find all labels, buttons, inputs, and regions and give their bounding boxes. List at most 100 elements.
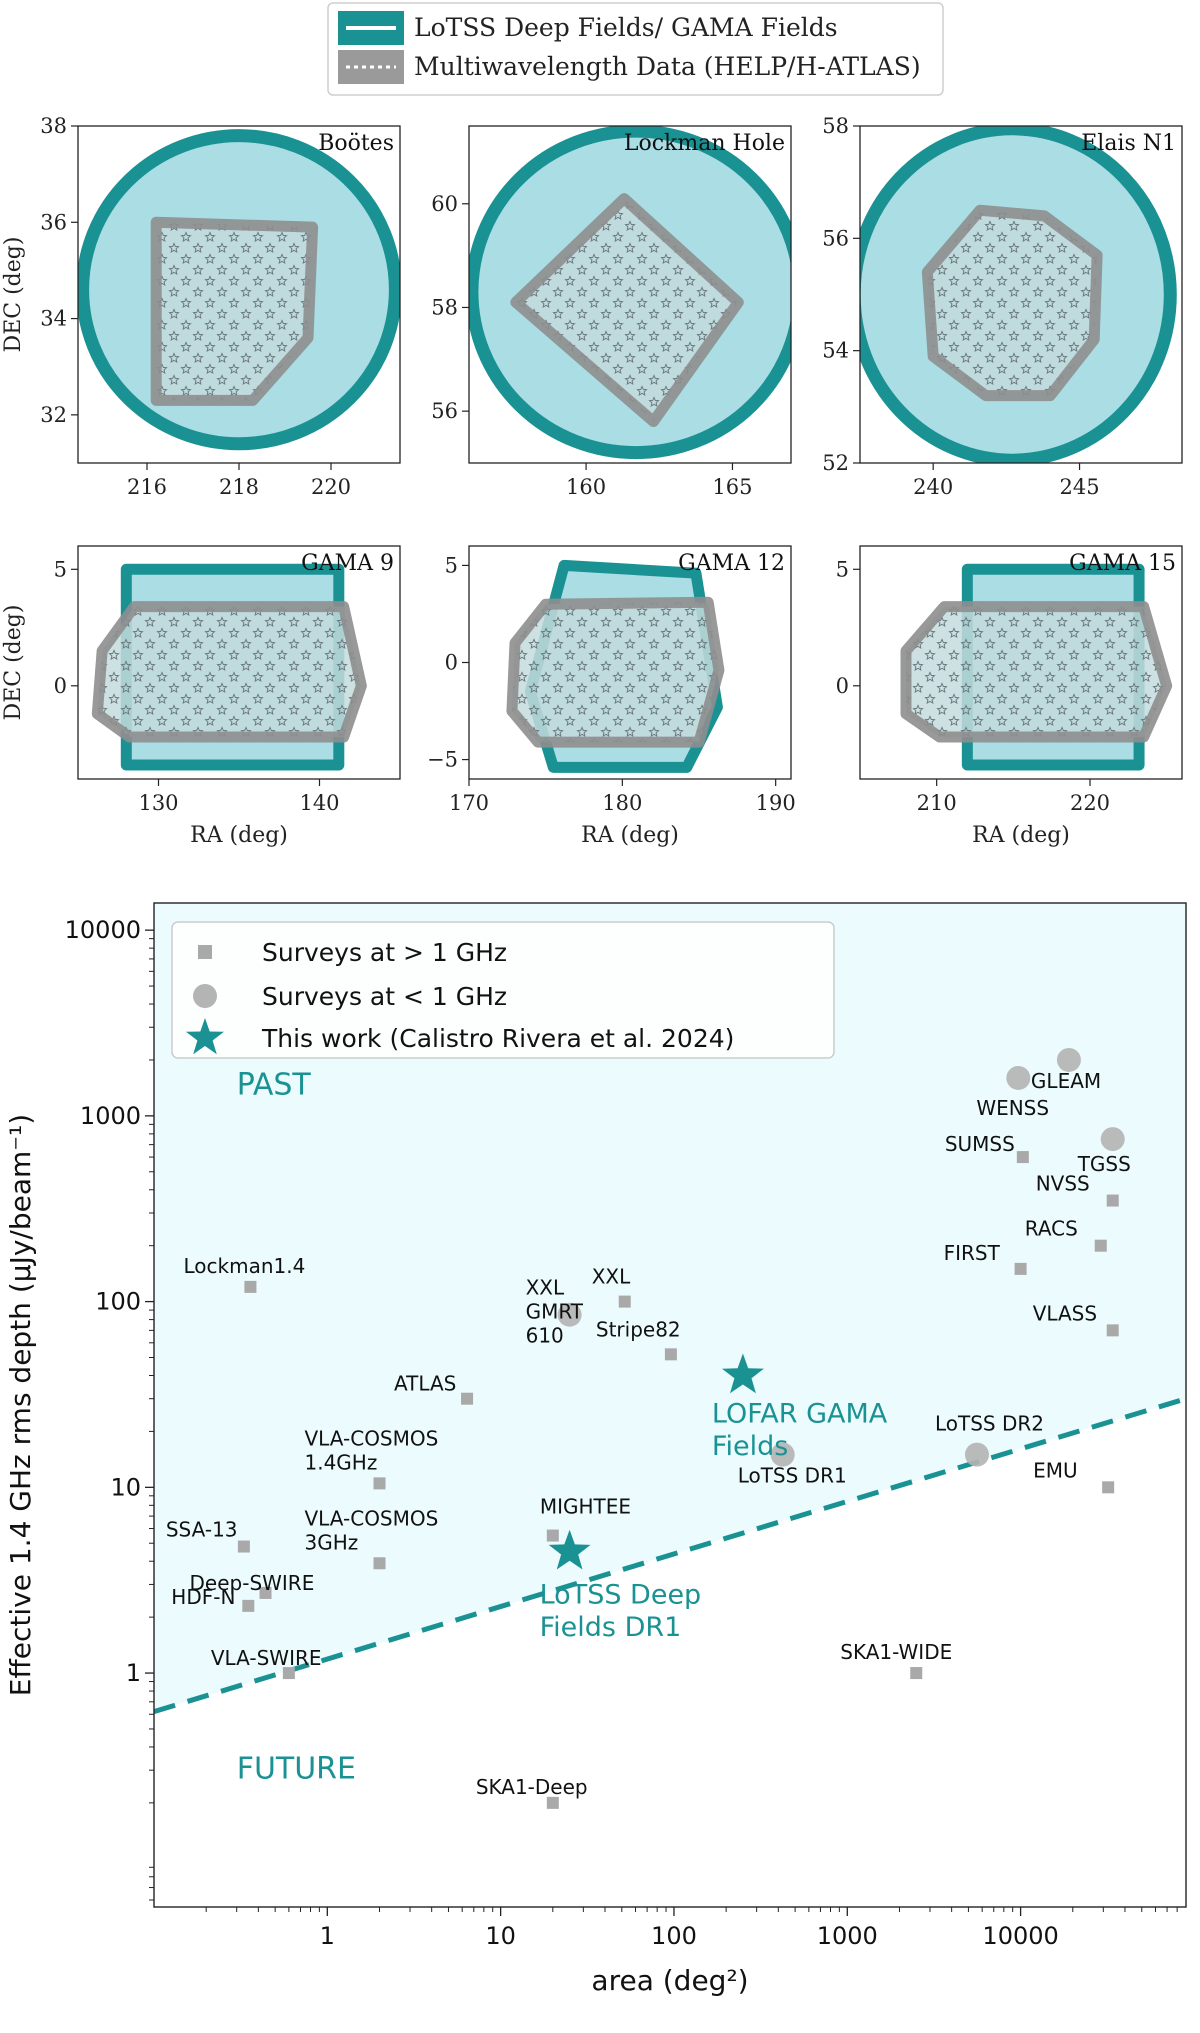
label-lotss-deep-fields-dr1-line: LoTSS Deep	[540, 1580, 702, 1611]
label-ska1-wide: SKA1-WIDE	[840, 1640, 952, 1664]
x-tick-label: 10000	[982, 1922, 1058, 1950]
label-vla-cosmos-1-4ghz: VLA-COSMOS 1.4GHz	[304, 1426, 438, 1474]
label-gleam-line: GLEAM	[1031, 1069, 1101, 1093]
gama-9-panel: GAMA 9 130 140 0 5 RA (deg) DEC (deg)	[1, 545, 401, 848]
label-lotss-dr2: LoTSS DR2	[935, 1412, 1044, 1436]
legend-label-circle: Surveys at < 1 GHz	[262, 982, 507, 1011]
bo-tes-ytick-label: 36	[40, 210, 67, 234]
gama-9-ytick-label: 0	[54, 674, 67, 698]
marker-square-ssa-13	[237, 1540, 250, 1553]
gama-12-xtick-label: 180	[602, 791, 642, 815]
label-stripe82: Stripe82	[596, 1317, 681, 1341]
lockman-hole-xtick-label: 160	[566, 475, 606, 499]
elais-n1-ytick-label: 56	[822, 226, 849, 250]
elais-n1-help-stars	[927, 210, 1098, 396]
label-deep-swire: Deep-SWIRE	[190, 1571, 315, 1595]
marker-square-hdf-n	[242, 1599, 255, 1612]
y-axis-label: Effective 1.4 GHz rms depth (µJy/beam⁻¹)	[4, 1114, 37, 1696]
label-lotss-dr1: LoTSS DR1	[738, 1464, 847, 1488]
marker-square-atlas	[461, 1392, 474, 1405]
lockman-hole-panel: Lockman Hole 160 165 56 58 60	[431, 125, 792, 499]
bo-tes-help-stars	[156, 222, 313, 401]
label-vlass-line: VLASS	[1033, 1301, 1097, 1325]
lockman-hole-frame	[468, 125, 792, 464]
y-tick-label: 100	[95, 1288, 141, 1316]
label-deep-swire-line: Deep-SWIRE	[190, 1571, 315, 1595]
top-legend-frame	[327, 2, 944, 96]
marker-circle-gleam	[1056, 1047, 1081, 1072]
gama-12-help-outline	[506, 596, 725, 748]
label-first-line: FIRST	[944, 1241, 1001, 1265]
marker-square-vla-cosmos-1-4ghz	[373, 1477, 386, 1490]
label-xxl-gmrt-610: XXL GMRT 610	[526, 1276, 584, 1348]
gama-9-help-outline	[91, 601, 367, 743]
label-racs: RACS	[1025, 1217, 1078, 1241]
label-lotss-dr1-line: LoTSS DR1	[738, 1464, 847, 1488]
legend-circle-marker	[193, 984, 217, 1008]
x-tick-label: 10	[485, 1922, 516, 1950]
elais-n1-panel: Elais N1 240 245 52 54 56 58	[822, 114, 1183, 499]
marker-square-ska1-wide	[910, 1667, 923, 1680]
label-ssa-13: SSA-13	[166, 1518, 238, 1542]
label-vla-cosmos-1-4ghz-line: 1.4GHz	[304, 1450, 377, 1474]
gama-12-panel: GAMA 12 170 180 190 −5 0 5 RA (deg)	[427, 545, 796, 848]
scatter-legend: Surveys at > 1 GHz Surveys at < 1 GHz This…	[171, 921, 835, 1059]
marker-square-mightee	[546, 1529, 559, 1542]
label-stripe82-line: Stripe82	[596, 1317, 681, 1341]
label-vla-cosmos-1-4ghz-line: VLA-COSMOS	[304, 1426, 438, 1450]
marker-square-stripe82	[664, 1348, 677, 1361]
label-lockman1-4: Lockman1.4	[184, 1254, 306, 1278]
legend-square-marker	[198, 945, 212, 959]
marker-square-deep-swire	[259, 1586, 272, 1599]
label-lockman1-4-line: Lockman1.4	[184, 1254, 306, 1278]
lotss-legend-label: LoTSS Deep Fields/ GAMA Fields	[414, 13, 838, 42]
gama-15-help-outline	[900, 601, 1173, 743]
gama-15-frame	[859, 545, 1183, 780]
label-lotss-dr2-line: LoTSS DR2	[935, 1412, 1044, 1436]
label-wenss-line: WENSS	[976, 1096, 1049, 1120]
lockman-hole-ytick-label: 58	[431, 295, 458, 319]
marker-star-lofar-gama-fields	[722, 1353, 764, 1394]
gama-9-title: GAMA 9	[301, 551, 394, 576]
label-first: FIRST	[944, 1241, 1001, 1265]
label-mightee-line: MIGHTEE	[540, 1495, 631, 1519]
label-tgss-line: TGSS	[1077, 1152, 1131, 1176]
gama-12-xtick-label: 190	[756, 791, 796, 815]
gama-15-ytick-label: 0	[836, 674, 849, 698]
gama-15-ytick-label: 5	[836, 557, 849, 581]
marker-square-lockman1-4	[244, 1280, 257, 1293]
label-xxl-gmrt-610-line: 610	[526, 1324, 564, 1348]
label-mightee: MIGHTEE	[540, 1495, 631, 1519]
lockman-hole-plot-area	[469, 126, 791, 460]
bo-tes-ytick-label: 34	[40, 307, 67, 331]
marker-square-vla-cosmos-3ghz	[373, 1557, 386, 1570]
gama-9-frame	[77, 545, 401, 780]
label-racs-line: RACS	[1025, 1217, 1078, 1241]
elais-n1-ytick-label: 52	[822, 451, 849, 475]
marker-star-lotss-deep-fields-dr1	[548, 1529, 591, 1570]
bo-tes-ytick-label: 32	[40, 403, 67, 427]
label-nvss: NVSS	[1036, 1172, 1090, 1196]
marker-square-first	[1014, 1262, 1027, 1275]
y-tick-label: 10	[110, 1473, 141, 1501]
y-tick-label: 10000	[65, 916, 141, 944]
label-xxl-gmrt-610-line: GMRT	[526, 1300, 584, 1324]
legend-star-marker	[186, 1018, 224, 1055]
label-vla-cosmos-3ghz-line: 3GHz	[304, 1530, 358, 1554]
bo-tes-panel: Boötes 216 218 220 32 34 36 38 DEC (deg)	[1, 114, 401, 499]
past-region	[154, 903, 1186, 1712]
label-ska1-deep: SKA1-Deep	[476, 1775, 588, 1799]
marker-circle-lotss-dr1	[770, 1442, 795, 1467]
label-gleam: GLEAM	[1031, 1069, 1101, 1093]
label-ska1-wide-line: SKA1-WIDE	[840, 1640, 952, 1664]
marker-square-emu	[1102, 1481, 1115, 1494]
scatter-legend-frame	[171, 921, 835, 1059]
lockman-hole-ytick-label: 60	[431, 192, 458, 216]
bo-tes-xtick-label: 220	[311, 475, 351, 499]
gama-15-xtick-label: 220	[1070, 791, 1110, 815]
elais-n1-plot-area	[860, 126, 1177, 463]
boundary-line	[154, 1396, 1186, 1715]
chart-frame	[153, 902, 1187, 1908]
